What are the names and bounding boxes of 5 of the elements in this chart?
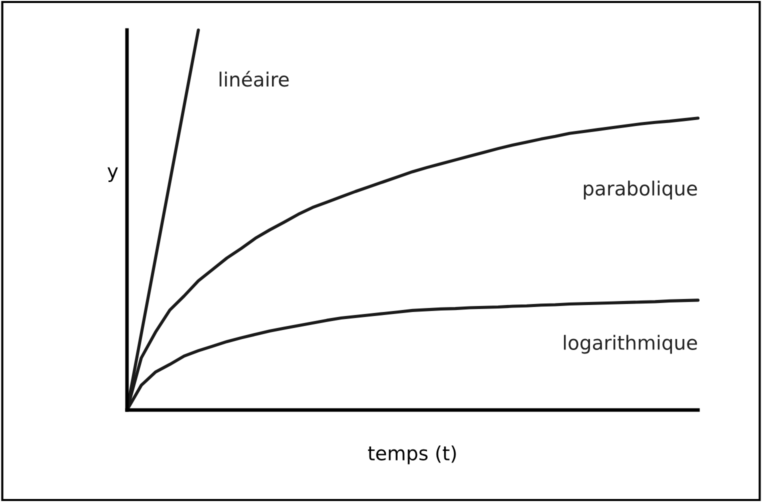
- text: parabolique: [584, 180, 697, 200]
- series-label: linéaire: [220, 70, 289, 87]
- series-label: logarithmique: [564, 334, 697, 354]
- y-axis-title: y: [108, 167, 118, 182]
- x-axis-title: temps (t): [368, 445, 456, 464]
